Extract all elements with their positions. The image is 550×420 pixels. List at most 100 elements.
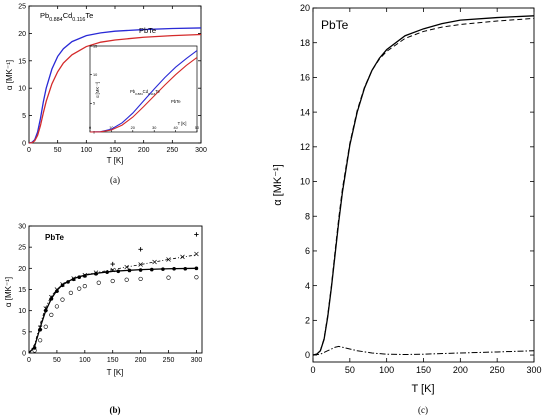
data-point-open (68, 290, 73, 295)
legend-label-pbte-part: PbTe (139, 26, 156, 35)
chart_data-1-frame (28, 225, 203, 354)
data-point-open (194, 275, 199, 280)
inset-label-pbte-part: PbTe (171, 99, 181, 104)
inset-x-tick-label: 40 (173, 126, 177, 130)
chart-title: PbTe (321, 18, 349, 32)
x-tick-label: 250 (490, 365, 505, 375)
inset-x-tick-label: 20 (131, 126, 135, 130)
y-tick-label: 12 (300, 142, 310, 152)
data-point-cross (43, 306, 48, 311)
panel-b: 0 50 100 150 200 250 300 0 5 10 15 20 25 30 PbTe T [K] α… (4, 223, 203, 415)
y-axis-label: α [MK⁻¹] (5, 60, 14, 90)
series-line-1 (28, 33, 202, 144)
y-tick-label: 14 (300, 107, 310, 117)
inset-x-tick-label: 50 (195, 126, 199, 130)
data-point-open (124, 277, 129, 282)
x-tick-label: 0 (310, 365, 315, 375)
inset-x-tick-label: 0 (89, 126, 91, 130)
inset-label-pbcdte-part: 0.116 (148, 92, 156, 96)
data-point-plus (194, 232, 199, 237)
legend-label-pbcdte-part: 0.884 (49, 17, 63, 23)
chart-title: PbTe (45, 233, 65, 242)
y-tick-label: 0 (22, 350, 26, 357)
y-tick-label: 20 (300, 3, 310, 13)
data-point-cross (166, 257, 171, 262)
y-tick-label: 5 (22, 113, 26, 120)
y-tick-label: 10 (300, 177, 310, 187)
data-point-open (32, 348, 37, 353)
data-point-filled (60, 283, 65, 288)
y-tick-label: 10 (18, 86, 26, 93)
data-point-cross (93, 270, 99, 275)
y-tick-label: 16 (300, 73, 310, 83)
x-axis-label: T [K] (411, 383, 434, 395)
inset-series-line-0 (89, 50, 198, 133)
y-tick-label: 20 (18, 266, 26, 273)
y-axis-label: α [MK⁻¹] (4, 277, 13, 307)
data-point-cross (71, 276, 76, 281)
data-point-filled (116, 269, 121, 274)
inset-y-tick-label: 15 (93, 44, 97, 48)
panel-caption: (c) (418, 405, 428, 415)
inset-label-pbcdte-part: Cd (143, 89, 149, 94)
y-tick-label: 0 (22, 140, 26, 147)
x-tick-label: 0 (27, 147, 31, 154)
x-tick-label: 0 (27, 357, 31, 364)
y-tick-label: 15 (18, 287, 26, 294)
inset-frame (89, 45, 198, 133)
x-tick-label: 250 (166, 147, 178, 154)
fit-line-dashdot (28, 254, 197, 354)
data-point-plus (110, 261, 115, 267)
data-point-open (96, 280, 101, 285)
y-tick-label: 10 (18, 308, 26, 315)
x-tick-label: 300 (191, 357, 203, 364)
x-tick-label: 100 (79, 357, 91, 364)
inset-y-axis-label: α [MK⁻¹] (95, 82, 100, 98)
data-point-filled (138, 268, 143, 272)
data-point-filled (66, 280, 70, 284)
fit-line-solid (28, 267, 197, 354)
chart_data-2-frame (312, 7, 535, 363)
inset-label-pbcdte: Pb0.884Cd0.116Te (130, 89, 160, 96)
data-point-cross (54, 287, 60, 292)
series-line-solid (312, 15, 535, 356)
data-point-cross (60, 282, 65, 287)
data-point-open (49, 312, 54, 318)
panel-c: 0 50 100 150 200 250 300 0 2 4 6 8 10 12 14 16 18 20 PbTe T… (272, 3, 542, 415)
legend-label-pbcdte-part: Cd (63, 11, 73, 20)
data-point-plus (138, 247, 143, 252)
x-tick-label: 250 (163, 357, 175, 364)
x-tick-label: 150 (107, 357, 119, 364)
y-tick-label: 0 (305, 350, 310, 360)
y-tick-label: 18 (300, 38, 310, 48)
data-point-open (54, 304, 60, 309)
x-tick-label: 100 (379, 365, 394, 375)
x-tick-label: 50 (345, 365, 355, 375)
data-point-filled (77, 275, 82, 280)
y-tick-label: 8 (305, 211, 310, 221)
y-tick-label: 2 (305, 316, 310, 326)
data-point-filled (194, 266, 199, 271)
inset-series-line-1 (89, 57, 198, 133)
inset-x-tick-label: 30 (152, 126, 156, 130)
data-point-cross (37, 325, 43, 330)
y-tick-label: 25 (18, 245, 26, 252)
y-axis-label: α [MK⁻¹] (272, 164, 284, 206)
data-point-cross (194, 251, 199, 257)
data-point-open (82, 284, 87, 289)
data-point-cross (180, 254, 185, 260)
x-tick-label: 200 (135, 357, 147, 364)
series-line-0 (28, 27, 202, 144)
x-axis-label: T [K] (107, 156, 124, 165)
panel-caption: (a) (110, 175, 120, 185)
legend-label-pbcdte-part: 0.116 (72, 17, 85, 23)
data-point-open (138, 276, 143, 282)
data-point-cross (152, 259, 157, 265)
legend-label-pbcdte: Pb0.884Cd0.116Te (40, 11, 93, 23)
data-point-open (38, 338, 43, 343)
x-axis-label: T [K] (107, 368, 124, 377)
data-point-open (166, 275, 171, 280)
inset-x-tick-label: 10 (109, 126, 113, 130)
x-tick-label: 50 (54, 147, 62, 154)
